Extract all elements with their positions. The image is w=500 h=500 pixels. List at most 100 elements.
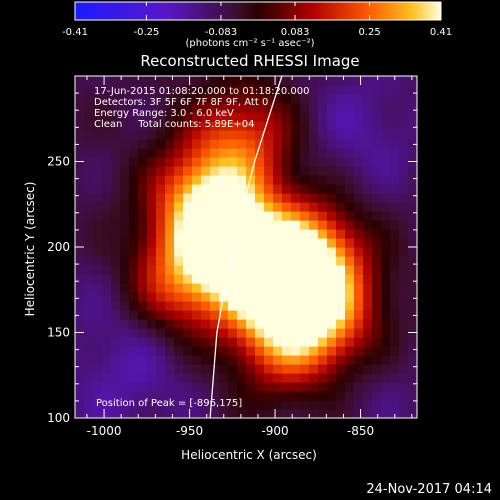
heatmap-cell — [309, 409, 319, 418]
heatmap-cell — [246, 328, 256, 338]
heatmap-cell — [345, 76, 355, 86]
heatmap-cell — [264, 202, 274, 212]
heatmap-cell — [327, 85, 337, 95]
heatmap-cell — [93, 184, 103, 194]
heatmap-cell — [264, 292, 274, 302]
heatmap-cell — [165, 130, 175, 140]
heatmap-cell — [372, 139, 382, 149]
heatmap-cell — [84, 157, 94, 167]
heatmap-cell — [264, 247, 274, 257]
heatmap-cell — [75, 292, 85, 302]
heatmap-cell — [201, 94, 211, 104]
heatmap-cell — [84, 310, 94, 320]
heatmap-cell — [309, 292, 319, 302]
heatmap-cell — [282, 292, 292, 302]
heatmap-cell — [102, 121, 112, 131]
heatmap-cell — [219, 157, 229, 167]
heatmap-cell — [255, 247, 265, 257]
heatmap-cell — [372, 382, 382, 392]
heatmap-cell — [174, 202, 184, 212]
heatmap-cell — [147, 346, 157, 356]
heatmap-cell — [354, 166, 364, 176]
heatmap-cell — [174, 166, 184, 176]
heatmap-cell — [129, 148, 139, 158]
heatmap-cell — [354, 400, 364, 410]
heatmap-cell — [192, 346, 202, 356]
heatmap-cell — [327, 409, 337, 418]
x-tick-label: -900 — [261, 424, 288, 438]
heatmap-cell — [228, 76, 238, 86]
heatmap-cell — [237, 355, 247, 365]
heatmap-cell — [192, 274, 202, 284]
heatmap-cell — [264, 85, 274, 95]
heatmap-cell — [165, 409, 175, 418]
heatmap-cell — [219, 247, 229, 257]
heatmap-cell — [345, 409, 355, 418]
heatmap-cell — [237, 157, 247, 167]
heatmap-cell — [381, 265, 391, 275]
heatmap-cell — [192, 220, 202, 230]
heatmap-cell — [84, 292, 94, 302]
heatmap-cell — [102, 193, 112, 203]
heatmap-cell — [336, 238, 346, 248]
heatmap-cell — [165, 346, 175, 356]
heatmap-cell — [174, 355, 184, 365]
heatmap-cell — [273, 283, 283, 293]
heatmap-cell — [174, 211, 184, 221]
heatmap-cell — [255, 256, 265, 266]
heatmap-cell — [129, 103, 139, 113]
heatmap-cell — [228, 265, 238, 275]
heatmap-cell — [363, 400, 373, 410]
heatmap-cell — [381, 301, 391, 311]
heatmap-cell — [264, 319, 274, 329]
heatmap-cell — [183, 193, 193, 203]
heatmap-cell — [228, 229, 238, 239]
heatmap-cell — [399, 211, 409, 221]
heatmap-cell — [264, 211, 274, 221]
heatmap-cell — [174, 112, 184, 122]
heatmap-cell — [309, 283, 319, 293]
heatmap-cell — [318, 301, 328, 311]
heatmap-cell — [75, 139, 85, 149]
heatmap-cell — [165, 400, 175, 410]
heatmap-cell — [363, 166, 373, 176]
heatmap-cell — [399, 202, 409, 212]
heatmap-cell — [111, 211, 121, 221]
heatmap-cell — [255, 391, 265, 401]
heatmap-cell — [390, 409, 400, 418]
heatmap-cell — [183, 211, 193, 221]
heatmap-cell — [138, 184, 148, 194]
heatmap-cell — [174, 328, 184, 338]
heatmap-cell — [237, 112, 247, 122]
heatmap-cell — [399, 121, 409, 131]
heatmap-cell — [84, 409, 94, 418]
heatmap-cell — [390, 301, 400, 311]
heatmap-cell — [138, 193, 148, 203]
heatmap-cell — [354, 409, 364, 418]
x-tick-label: -850 — [347, 424, 374, 438]
heatmap-cell — [183, 274, 193, 284]
heatmap-cell — [84, 202, 94, 212]
heatmap-cell — [246, 256, 256, 266]
heatmap-cell — [363, 409, 373, 418]
heatmap-cell — [120, 364, 130, 374]
heatmap-cell — [183, 265, 193, 275]
heatmap-cell — [390, 400, 400, 410]
heatmap-cell — [192, 283, 202, 293]
heatmap-cell — [156, 247, 166, 257]
heatmap-cell — [246, 409, 256, 418]
heatmap-cell — [318, 148, 328, 158]
heatmap-cell — [219, 211, 229, 221]
heatmap-cell — [255, 193, 265, 203]
heatmap-cell — [201, 130, 211, 140]
heatmap-cell — [192, 310, 202, 320]
heatmap-cell — [156, 400, 166, 410]
heatmap-cell — [390, 373, 400, 383]
heatmap-cell — [111, 319, 121, 329]
heatmap-cell — [381, 148, 391, 158]
heatmap-cell — [390, 229, 400, 239]
heatmap-cell — [255, 85, 265, 95]
heatmap-cell — [327, 373, 337, 383]
heatmap-cell — [75, 238, 85, 248]
heatmap-cell — [147, 157, 157, 167]
